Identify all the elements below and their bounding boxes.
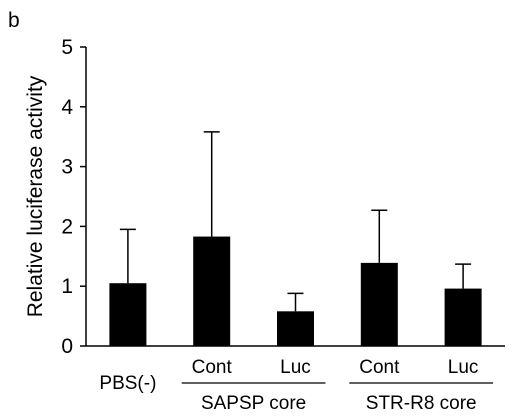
bar [444,288,482,346]
y-tick-label: 5 [61,36,73,59]
bar [277,311,314,346]
y-axis-title: Relative luciferase activity [24,75,47,317]
x-tick-label: PBS(-) [99,373,156,394]
group-label: STR-R8 core [366,393,477,414]
panel-label: b [8,9,20,32]
bar [109,283,147,346]
y-tick-label: 1 [61,275,73,298]
x-tick-label: Luc [280,357,311,378]
y-tick-label: 3 [61,156,73,179]
x-tick-label: Cont [359,357,400,378]
y-tick-label: 0 [61,335,73,358]
plot-area: 0 1 2 3 4 5 Relative luciferase activity PBS(-)… [24,36,505,414]
y-tick-label: 2 [61,215,73,238]
bar [360,262,398,346]
y-tick-label: 4 [61,96,73,119]
bar [193,236,231,346]
x-tick-label: Cont [192,357,233,378]
x-tick-label: Luc [448,357,479,378]
group-label: SAPSP core [201,393,306,414]
